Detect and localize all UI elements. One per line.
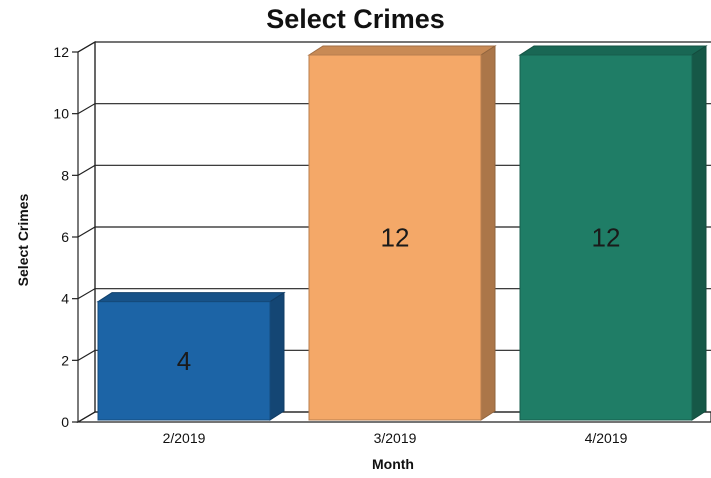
bar-side [269,291,285,421]
bar [519,54,693,421]
y-tick-label: 10 [53,106,69,122]
y-tick-label: 2 [61,352,69,368]
chart-title: Select Crimes [266,4,445,34]
x-tick-label: 4/2019 [585,430,628,446]
bar [308,54,482,421]
bar-data-label: 12 [381,223,410,253]
y-tick-label: 0 [61,414,69,430]
x-axis-label: Month [372,456,414,472]
bar-top [96,292,286,303]
x-tick-label: 3/2019 [374,430,417,446]
bar-top [307,45,497,56]
y-tick-label: 8 [61,167,69,183]
bar-side [480,45,496,421]
bar [97,301,271,421]
x-tick-label: 2/2019 [163,430,206,446]
bar-side [691,45,707,421]
y-tick-label: 4 [61,291,69,307]
bar-data-label: 12 [592,223,621,253]
y-tick-label: 6 [61,229,69,245]
bar-top [518,45,708,56]
y-tick-label: 12 [53,44,69,60]
bar-data-label: 4 [177,346,191,376]
